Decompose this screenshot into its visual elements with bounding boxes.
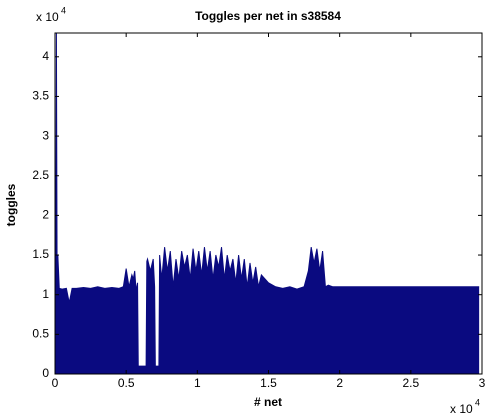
x-tick-label: 1: [194, 376, 201, 390]
x-tick-label: 2: [336, 376, 343, 390]
y-tick-label: 0.5: [32, 327, 49, 341]
y-tick-label: 1.5: [32, 247, 49, 261]
area-fill: [55, 33, 480, 374]
y-multiplier-exponent: 4: [61, 5, 66, 15]
area-line: [54, 32, 480, 367]
y-tick-label: 0: [42, 366, 49, 380]
y-axis-label: toggles: [4, 183, 18, 226]
y-tick-label: 1: [42, 287, 49, 301]
y-tick-label: 2: [42, 208, 49, 222]
x-tick-label: 2.5: [402, 376, 419, 390]
y-tick-label: 3.5: [32, 89, 49, 103]
x-tick-label: 0.5: [118, 376, 135, 390]
chart-title: Toggles per net in s38584: [195, 9, 341, 23]
x-multiplier: x 10: [450, 402, 473, 416]
y-tick-label: 3: [42, 128, 49, 142]
y-multiplier: x 10: [36, 10, 59, 24]
y-tick-label: 4: [42, 49, 49, 63]
x-tick-label: 3: [479, 376, 486, 390]
y-tick-label: 2.5: [32, 168, 49, 182]
x-axis-label: # net: [254, 395, 282, 409]
x-multiplier-exponent: 4: [475, 397, 480, 407]
x-tick-label: 0: [52, 376, 59, 390]
x-tick-label: 1.5: [260, 376, 277, 390]
